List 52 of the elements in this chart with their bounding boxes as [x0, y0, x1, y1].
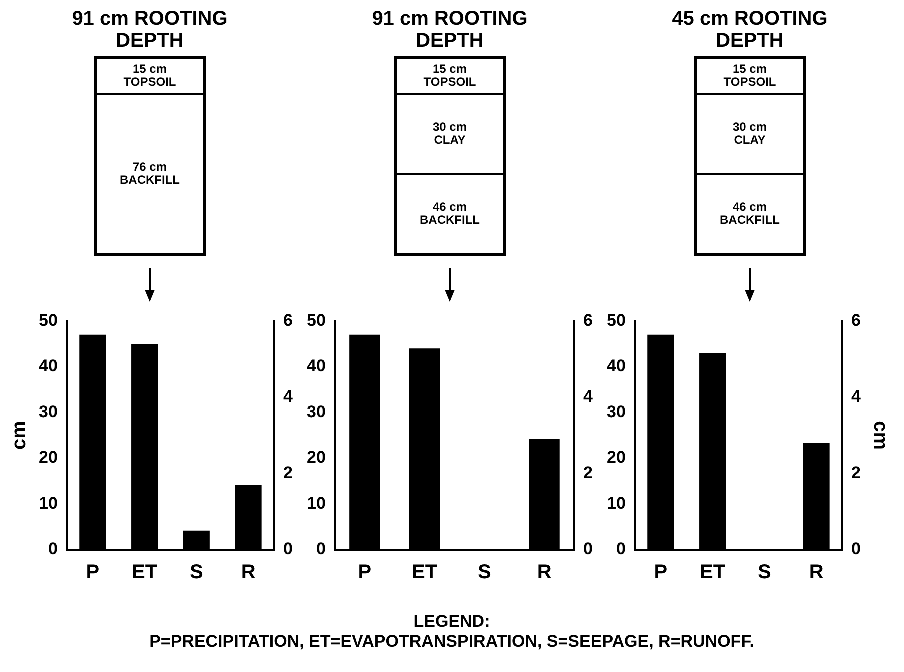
y-tick-label: 40	[306, 356, 326, 376]
y-tick-label: 40	[606, 356, 626, 376]
chart-title: 45 cm ROOTING DEPTH	[671, 8, 829, 52]
soil-profile-diagram: 15 cm TOPSOIL 30 cm CLAY 46 cm BACKFILL	[394, 56, 506, 256]
y-tick-label: 0	[616, 540, 626, 559]
text: LEGEND:	[412, 612, 492, 632]
y-tick-label: 20	[606, 448, 626, 468]
y2-axis-title: cm	[869, 421, 892, 450]
text: P=PRECIPITATION, ET=EVAPOTRANSPIRATION, S=SEEPAGE, R=RUNOFF.	[148, 632, 756, 652]
x-tick-label: P	[358, 562, 372, 584]
y-tick-label: 10	[306, 494, 326, 513]
y-tick-label: 50	[606, 310, 626, 330]
y-tick-label: 30	[38, 402, 58, 422]
y-tick-label: 20	[306, 448, 326, 468]
y-tick-label: 10	[606, 494, 626, 513]
x-tick-label: R	[537, 562, 552, 584]
x-tick-label: S	[190, 562, 204, 584]
y-tick-label: 30	[306, 402, 326, 422]
y-tick-label: 0	[316, 540, 326, 559]
y2-tick-label: 0	[584, 540, 594, 559]
y2-tick-label: 6	[852, 310, 862, 330]
y2-tick-label: 4	[284, 387, 294, 406]
x-tick-label: P	[654, 562, 668, 584]
soil-profile-diagram: 15 cm TOPSOIL 76 cm BACKFILL	[94, 56, 206, 256]
x-tick-label: S	[758, 562, 772, 584]
y-axis-title: cm	[8, 421, 31, 450]
y-tick-label: 10	[38, 494, 58, 513]
x-tick-label: P	[86, 562, 100, 584]
y2-tick-label: 0	[852, 540, 862, 559]
soil-profile-diagram: 15 cm TOPSOIL 30 cm CLAY 46 cm BACKFILL	[694, 56, 806, 256]
y2-tick-label: 4	[852, 387, 862, 406]
x-tick-label: ET	[700, 562, 726, 584]
y-tick-label: 30	[606, 402, 626, 422]
y2-tick-label: 6	[584, 310, 594, 330]
y-tick-label: 40	[38, 356, 58, 376]
x-tick-label: R	[241, 562, 256, 584]
x-tick-label: ET	[412, 562, 438, 584]
chart-title: 91 cm ROOTING DEPTH	[71, 8, 229, 52]
y2-tick-label: 2	[584, 463, 594, 482]
y2-tick-label: 6	[284, 310, 294, 330]
x-tick-label: S	[478, 562, 492, 584]
y-tick-label: 50	[38, 310, 58, 330]
x-tick-label: ET	[132, 562, 158, 584]
y2-tick-label: 2	[852, 463, 862, 482]
y-tick-label: 0	[48, 540, 58, 559]
y-tick-label: 20	[38, 448, 58, 468]
y2-tick-label: 4	[584, 387, 594, 406]
y-tick-label: 50	[306, 310, 326, 330]
x-tick-label: R	[809, 562, 824, 584]
chart-title: 91 cm ROOTING DEPTH	[371, 8, 529, 52]
y2-tick-label: 0	[284, 540, 294, 559]
y2-tick-label: 2	[284, 463, 294, 482]
